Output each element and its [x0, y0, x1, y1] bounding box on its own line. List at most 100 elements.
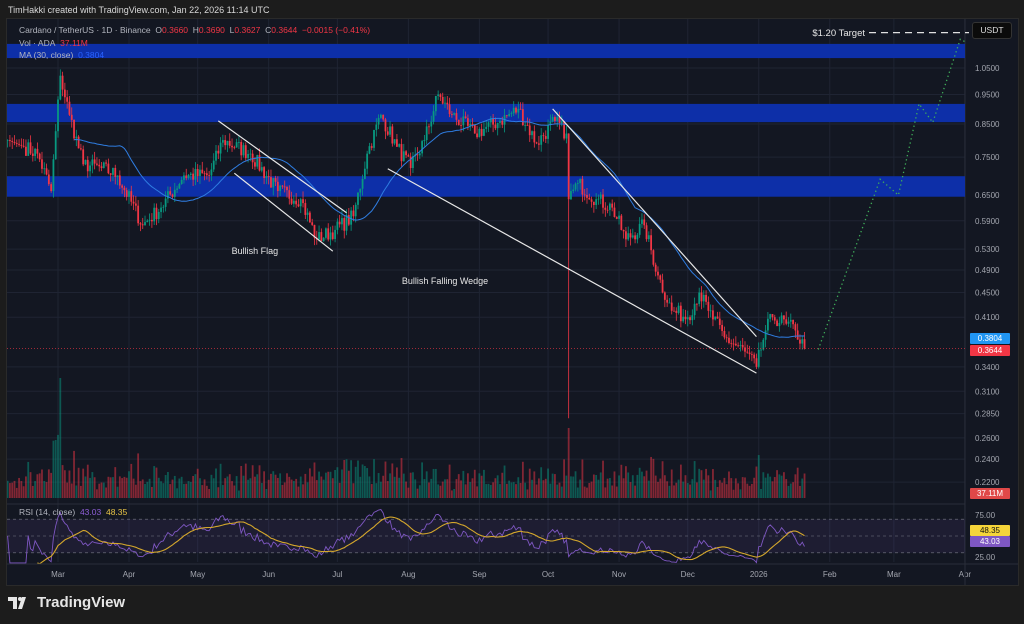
- volume-bar: [306, 482, 309, 498]
- candle-body: [137, 205, 140, 224]
- volume-bar: [396, 467, 398, 498]
- currency-button[interactable]: USDT: [972, 22, 1012, 39]
- candle-body: [599, 194, 602, 199]
- volume-bar: [96, 489, 98, 498]
- volume-bar: [661, 461, 664, 498]
- tradingview-logo: TradingView: [8, 594, 125, 611]
- candle-body: [673, 310, 675, 312]
- candle-body: [801, 339, 804, 344]
- trendline: [233, 172, 334, 252]
- volume-bar: [707, 475, 710, 498]
- volume-bar: [279, 473, 282, 498]
- volume-bar: [773, 477, 776, 498]
- candle-body: [219, 142, 222, 154]
- candle-body: [485, 126, 488, 129]
- volume-bar: [336, 467, 339, 498]
- candle-body: [155, 207, 158, 220]
- volume-bar: [173, 475, 176, 498]
- candle-body: [602, 194, 604, 208]
- volume-bar: [256, 474, 259, 498]
- pattern-label: Bullish Falling Wedge: [402, 276, 488, 286]
- volume-bar: [304, 473, 307, 498]
- candle-body: [350, 210, 353, 225]
- price-chart[interactable]: 1.0500 0.9500 0.8500 0.7500 0.6500 0.5900 0.53…: [7, 19, 1018, 585]
- volume-bar: [686, 483, 689, 498]
- volume-bar: [515, 484, 517, 498]
- candle-body: [773, 317, 776, 321]
- candle-body: [311, 222, 314, 225]
- candle-body: [157, 211, 160, 220]
- low-value: 0.3627: [234, 25, 261, 35]
- volume-bar: [75, 485, 78, 498]
- volume-bar: [702, 479, 705, 498]
- volume-bar: [608, 478, 611, 498]
- candle-body: [54, 131, 57, 160]
- candle-body: [173, 189, 176, 197]
- candle-body: [661, 279, 664, 293]
- volume-bar: [183, 483, 185, 498]
- candle-body: [96, 163, 98, 165]
- candle-body: [73, 119, 75, 139]
- candle-body: [666, 299, 669, 303]
- volume-bar: [730, 478, 733, 498]
- volume-bar: [789, 483, 792, 498]
- candle-body: [299, 199, 302, 207]
- volume-bar: [689, 484, 691, 498]
- volume-bar: [361, 464, 364, 498]
- volume-bar: [150, 486, 153, 498]
- volume-bar: [274, 474, 277, 498]
- candle-body: [682, 316, 685, 322]
- candle-body: [258, 155, 261, 171]
- candle-body: [496, 122, 499, 129]
- ma-value: 0.3804: [78, 50, 105, 60]
- candle-body: [434, 95, 437, 112]
- candle-body: [741, 344, 744, 348]
- volume-bar: [652, 458, 655, 498]
- volume-bar: [286, 473, 288, 498]
- volume-bar: [313, 462, 316, 498]
- candle-body: [462, 116, 465, 126]
- candle-body: [61, 75, 64, 90]
- volume-bar: [228, 474, 231, 498]
- volume-bar: [377, 473, 380, 498]
- price-tick-label: 0.5300: [975, 245, 1000, 254]
- volume-bar: [141, 479, 144, 498]
- candle-body: [357, 192, 359, 205]
- candle-body: [281, 185, 284, 187]
- volume-bar: [199, 478, 201, 498]
- volume-bar: [698, 468, 701, 498]
- volume-bar: [499, 484, 501, 498]
- volume-bar: [185, 483, 188, 498]
- volume-bar: [80, 485, 82, 498]
- volume-bar: [542, 480, 545, 498]
- volume-bar: [460, 480, 462, 498]
- candle-body: [91, 159, 94, 166]
- volume-bar: [242, 475, 245, 498]
- candle-body: [240, 141, 243, 156]
- volume-bar: [638, 467, 641, 498]
- volume-bar: [334, 469, 336, 498]
- candle-body: [183, 175, 185, 180]
- candle-body: [400, 144, 403, 162]
- volume-bar: [650, 456, 653, 498]
- candle-body: [780, 315, 783, 323]
- candle-body: [755, 358, 758, 367]
- volume-bar: [57, 434, 59, 498]
- price-tick-label: 0.3400: [975, 363, 1000, 372]
- candle-body: [627, 233, 630, 240]
- rsi-tag: 43.03: [970, 536, 1010, 547]
- candle-body: [217, 150, 220, 154]
- volume-bar: [757, 455, 760, 498]
- candle-body: [643, 219, 646, 226]
- volume-bar: [27, 461, 30, 498]
- candle-body: [757, 349, 760, 367]
- volume-bar: [405, 481, 407, 498]
- volume-bar: [18, 477, 20, 498]
- volume-bar: [347, 470, 350, 498]
- candle-body: [650, 235, 653, 251]
- volume-bar: [505, 483, 508, 498]
- candle-body: [455, 113, 458, 120]
- candle-body: [659, 275, 662, 280]
- volume-bar: [134, 484, 137, 498]
- volume-bar: [526, 489, 529, 498]
